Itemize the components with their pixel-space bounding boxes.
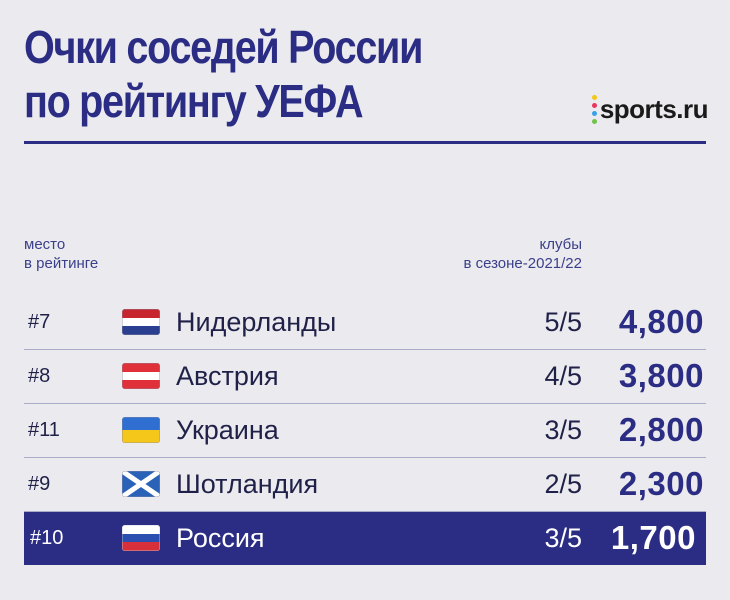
clubs-cell: 3/5 — [544, 414, 582, 445]
points-cell: 2,800 — [618, 411, 704, 448]
clubs-cell: 4/5 — [544, 360, 582, 391]
rank-cell: #10 — [30, 526, 64, 549]
austria-flag-icon — [122, 350, 160, 402]
rank-cell: #8 — [28, 364, 51, 387]
column-header-place-line2: в рейтинге — [24, 255, 99, 272]
sports-ru-logo: sports.ru — [591, 94, 709, 125]
country-cell: Россия — [176, 522, 265, 553]
table-row-highlighted: #10 Россия 3/5 1,700 — [24, 512, 706, 565]
title-line-2: по рейтингу УЕФА — [24, 75, 364, 127]
ranking-table: #7 Нидерланды 5/5 4,800 #8 Австрия 4/5 3… — [24, 296, 706, 565]
column-header-place-line1: место — [24, 236, 66, 253]
rank-cell: #11 — [28, 418, 60, 441]
scotland-flag-icon — [122, 458, 160, 510]
column-header-clubs: клубы в сезоне-2021/22 — [463, 235, 582, 273]
page-title: Очки соседей России по рейтингу УЕФА — [24, 20, 423, 128]
points-cell: 2,300 — [618, 465, 704, 502]
country-cell: Нидерланды — [176, 306, 337, 337]
clubs-cell: 3/5 — [544, 522, 582, 553]
table-row: #11 Украина 3/5 2,800 — [24, 404, 706, 458]
column-header-clubs-line1: клубы — [539, 236, 582, 253]
table-row: #9 Шотландия 2/5 2,300 — [24, 458, 706, 512]
title-divider — [24, 141, 706, 144]
ukraine-flag-icon — [122, 404, 160, 456]
points-cell: 4,800 — [618, 303, 704, 340]
country-cell: Украина — [176, 414, 279, 445]
netherlands-flag-icon — [122, 296, 160, 348]
rank-cell: #9 — [28, 472, 51, 495]
country-cell: Австрия — [176, 360, 279, 391]
russia-flag-icon — [122, 512, 160, 564]
clubs-cell: 2/5 — [544, 468, 582, 499]
logo-dots-icon — [591, 95, 597, 124]
country-cell: Шотландия — [176, 468, 319, 499]
table-row: #8 Австрия 4/5 3,800 — [24, 350, 706, 404]
rank-cell: #7 — [28, 310, 51, 333]
column-header-place: место в рейтинге — [24, 235, 98, 273]
clubs-cell: 5/5 — [544, 306, 582, 337]
points-cell: 1,700 — [610, 519, 696, 556]
title-line-1: Очки соседей России — [24, 21, 423, 73]
column-header-clubs-line2: в сезоне-2021/22 — [463, 255, 582, 272]
table-row: #7 Нидерланды 5/5 4,800 — [24, 296, 706, 350]
logo-text: sports.ru — [599, 94, 709, 124]
points-cell: 3,800 — [618, 357, 704, 394]
